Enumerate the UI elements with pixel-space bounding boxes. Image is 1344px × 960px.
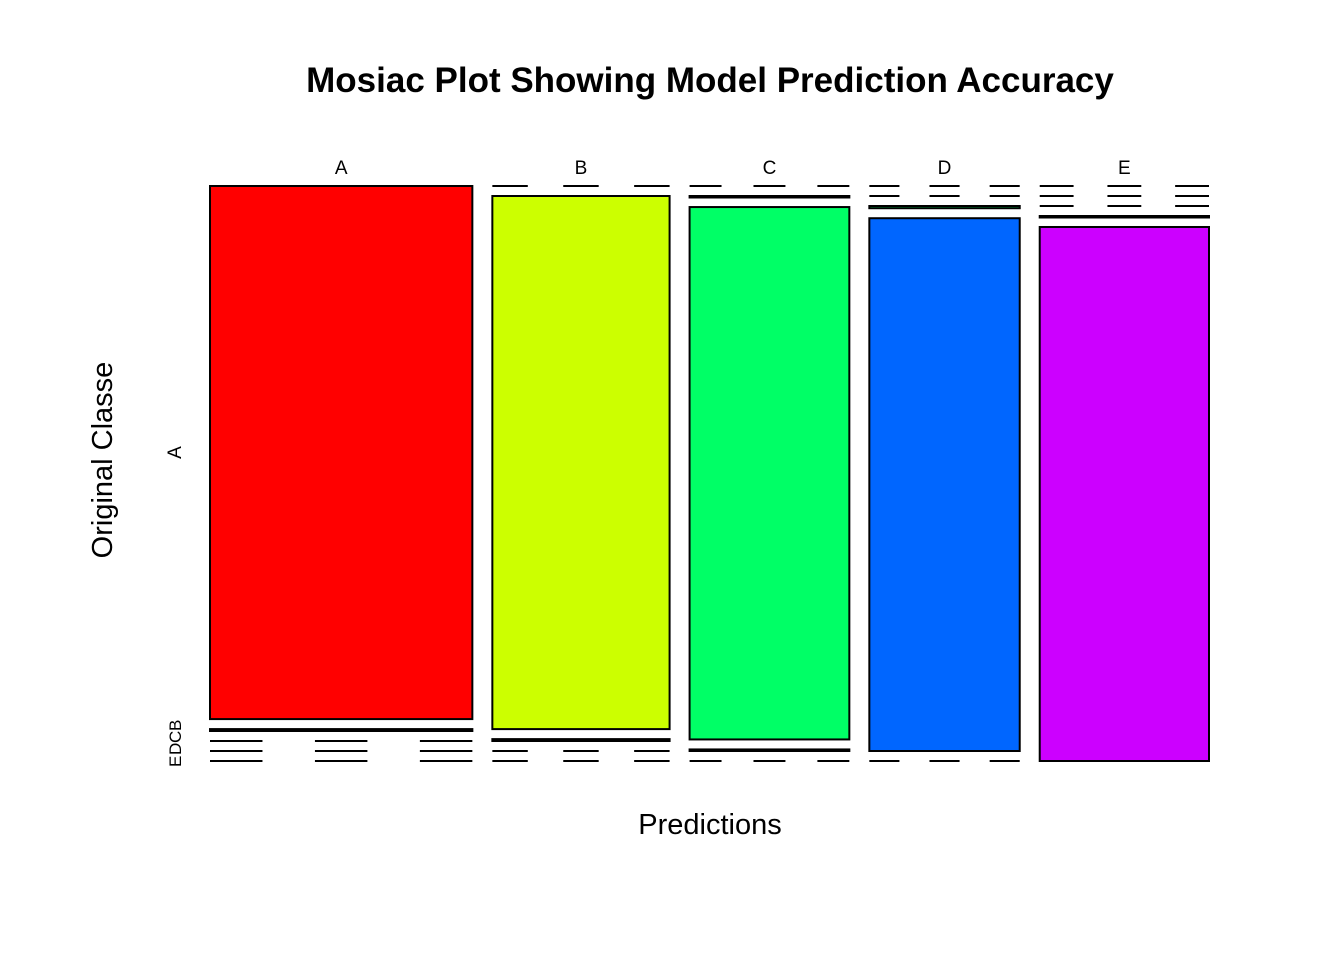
mosaic-tile-c-c [688, 206, 851, 741]
mosaic-column-b [491, 185, 671, 762]
x-tick-a: A [335, 158, 348, 179]
x-tick-c: C [763, 158, 777, 179]
mosaic-tile-c-d [688, 748, 851, 752]
x-tick-d: D [938, 158, 952, 179]
mosaic-tile-b-b [491, 195, 671, 731]
mosaic-column-e [1038, 185, 1210, 763]
mosaic-tile-d-d [868, 217, 1021, 753]
mosaic-tile-a-b [209, 728, 474, 733]
y-tick-e: E [166, 756, 185, 767]
mosaic-tile-c-b [688, 195, 851, 199]
mosaic-tile-a-a [209, 185, 474, 721]
mosaic-column-a [209, 185, 474, 762]
y-tick-b: B [166, 720, 185, 731]
x-tick-e: E [1118, 158, 1131, 179]
mosaic-tile-e-e [1038, 225, 1210, 763]
mosaic-tiles [209, 185, 1210, 763]
x-axis-label: Predictions [638, 809, 781, 841]
x-tick-b: B [575, 158, 588, 179]
mosaic-tile-e-d [1038, 215, 1210, 219]
mosaic-tile-b-c [491, 738, 671, 742]
mosaic-column-d [868, 185, 1021, 762]
chart-title: Mosiac Plot Showing Model Prediction Acc… [306, 61, 1114, 100]
y-tick-a: A [165, 446, 186, 459]
y-axis-label: Original Classe [87, 362, 119, 559]
x-tick-labels: A B C D E [335, 158, 1131, 179]
mosaic-tile-d-c [868, 205, 1021, 210]
y-tick-d: D [166, 743, 185, 755]
mosaic-column-c [688, 185, 851, 762]
y-tick-c: C [166, 731, 185, 743]
